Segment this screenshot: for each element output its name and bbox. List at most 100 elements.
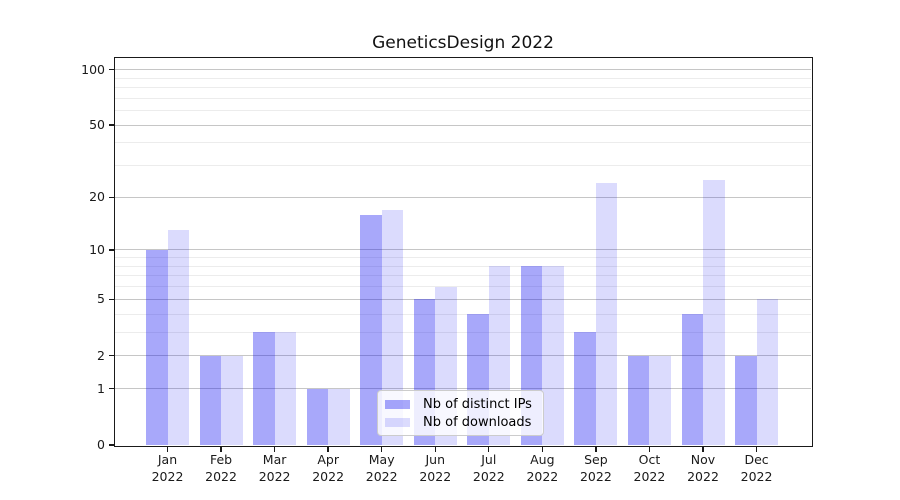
x-tick — [648, 446, 651, 452]
y-tick — [109, 444, 114, 446]
gridline-major — [115, 69, 811, 71]
x-tick-label: Aug 2022 — [510, 451, 574, 485]
bar-downloads — [167, 230, 189, 445]
legend: Nb of distinct IPs Nb of downloads — [377, 390, 544, 436]
x-tick-label: Jun 2022 — [403, 451, 467, 485]
x-tick — [220, 446, 222, 452]
gridline-minor — [115, 110, 811, 112]
gridline-major — [115, 249, 811, 251]
x-tick-month: Apr — [317, 452, 339, 467]
gridline-minor — [115, 275, 811, 277]
gridline-minor — [115, 87, 811, 89]
y-tick — [109, 124, 114, 126]
x-tick-year: 2022 — [258, 469, 291, 484]
x-tick — [595, 446, 597, 452]
x-tick — [327, 446, 329, 452]
gridline-minor — [115, 165, 811, 167]
x-tick — [273, 446, 276, 452]
x-tick-year: 2022 — [579, 469, 612, 484]
x-tick-label: Jul 2022 — [457, 451, 521, 485]
bar-distinct-ips — [360, 214, 382, 445]
x-tick — [541, 446, 544, 452]
bar-downloads — [703, 179, 725, 445]
y-tick — [109, 196, 114, 199]
gridline-minor — [115, 265, 811, 267]
legend-label-distinct-ips: Nb of distinct IPs — [423, 396, 532, 412]
bar-downloads — [649, 355, 671, 445]
y-tick-label: 10 — [89, 241, 105, 257]
legend-label-downloads: Nb of downloads — [423, 414, 532, 430]
x-tick-month: Oct — [638, 452, 661, 467]
bar-distinct-ips — [146, 249, 168, 445]
y-tick-label: 50 — [89, 117, 105, 133]
gridline-minor — [115, 97, 811, 99]
bar-downloads — [221, 355, 243, 445]
x-tick-label: May 2022 — [350, 451, 414, 485]
gridline-major — [115, 355, 811, 357]
x-tick-label: Mar 2022 — [243, 451, 307, 485]
legend-item-distinct-ips: Nb of distinct IPs — [385, 397, 534, 412]
x-tick-label: Feb 2022 — [189, 451, 253, 485]
x-tick-month: Jul — [481, 452, 497, 467]
x-tick-year: 2022 — [472, 469, 505, 484]
y-tick-label: 0 — [97, 437, 105, 452]
x-tick-year: 2022 — [205, 469, 237, 484]
y-tick-label: 100 — [81, 61, 105, 77]
y-tick — [109, 387, 114, 390]
gridline-minor — [115, 77, 811, 79]
bar-distinct-ips — [199, 355, 222, 445]
bar-downloads — [328, 388, 350, 445]
legend-swatch-downloads — [385, 417, 410, 427]
chart-title: GeneticsDesign 2022 — [372, 33, 554, 53]
gridline-major — [115, 196, 811, 198]
bar-distinct-ips — [735, 355, 757, 445]
gridline-minor — [115, 257, 811, 259]
bar-downloads — [595, 183, 618, 445]
y-tick-label: 20 — [89, 189, 105, 205]
y-tick-label: 5 — [97, 291, 105, 307]
x-tick-label: Oct 2022 — [617, 451, 681, 485]
y-tick-label: 2 — [97, 347, 105, 363]
y-tick — [109, 249, 114, 251]
x-tick-label: Nov 2022 — [671, 451, 735, 485]
x-tick — [434, 446, 436, 452]
x-tick — [702, 446, 704, 452]
x-tick-year: 2022 — [151, 469, 184, 484]
bar-distinct-ips — [681, 314, 703, 445]
x-tick-month: Jan — [157, 452, 178, 467]
x-tick — [381, 446, 383, 452]
bar-downloads — [381, 209, 404, 445]
legend-swatch-distinct-ips — [385, 399, 410, 409]
bar-downloads — [756, 299, 779, 445]
x-tick-month: Sep — [584, 452, 608, 467]
x-tick-month: May — [368, 452, 395, 467]
y-tick-label: 1 — [97, 380, 105, 396]
x-tick-year: 2022 — [633, 469, 666, 484]
x-tick-month: Feb — [209, 452, 233, 467]
x-tick-label: Jan 2022 — [136, 451, 200, 485]
gridline-major — [115, 388, 811, 390]
x-tick-year: 2022 — [419, 469, 452, 484]
bar-downloads — [274, 332, 297, 445]
x-tick — [755, 446, 758, 452]
x-tick-month: Nov — [690, 452, 716, 467]
gridline-major — [115, 298, 811, 300]
x-tick-year: 2022 — [312, 469, 345, 484]
x-tick-year: 2022 — [740, 469, 773, 484]
gridline-minor — [115, 331, 811, 333]
x-tick-label: Dec 2022 — [725, 451, 789, 485]
gridline-minor — [115, 142, 811, 144]
plot-area: Nb of distinct IPs Nb of downloads — [115, 58, 811, 445]
x-tick — [488, 446, 490, 452]
x-tick-month: Aug — [530, 452, 555, 467]
legend-item-downloads: Nb of downloads — [385, 415, 534, 430]
gridline-minor — [115, 286, 811, 288]
x-tick-label: Apr 2022 — [296, 451, 360, 485]
gridline-major — [115, 124, 811, 126]
gridline-minor — [115, 313, 811, 315]
x-tick-label: Sep 2022 — [564, 451, 628, 485]
bar-downloads — [542, 266, 564, 445]
y-tick — [109, 298, 114, 300]
bar-distinct-ips — [627, 355, 650, 445]
